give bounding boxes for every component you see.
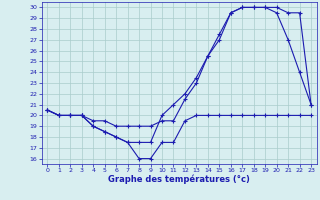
- X-axis label: Graphe des températures (°c): Graphe des températures (°c): [108, 175, 250, 184]
